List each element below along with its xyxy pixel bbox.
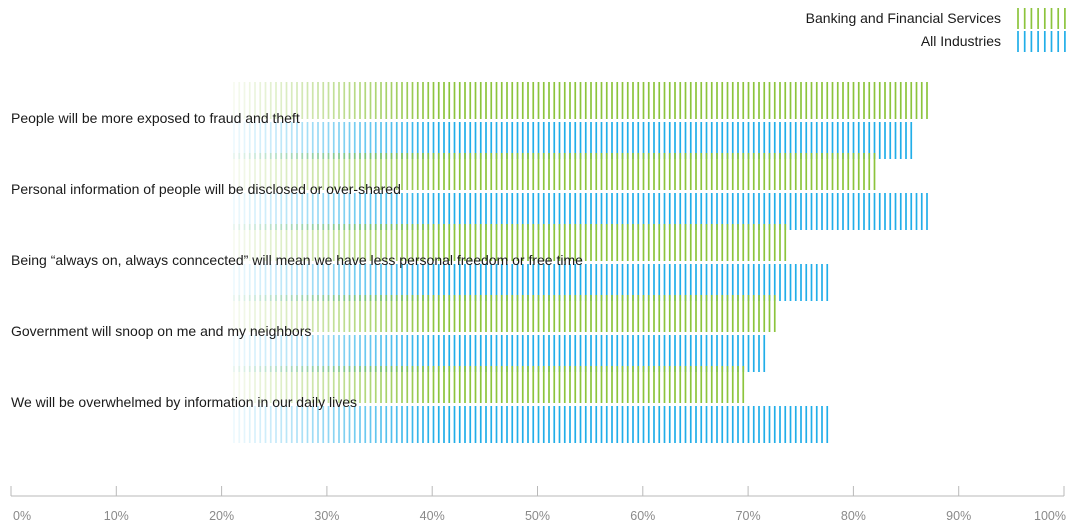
legend-label: Banking and Financial Services [806,10,1001,26]
category-label: Being “always on, always conncected” wil… [11,252,583,268]
x-tick-label: 0% [13,509,31,523]
legend-swatch [1018,8,1065,29]
x-tick-label: 60% [630,509,655,523]
category-label: Personal information of people will be d… [11,181,401,197]
x-axis: 0% 10% 20% 30% 40% 50% 60% 70% 80% 90% 100% [11,486,1066,523]
x-tick-label: 30% [314,509,339,523]
legend: Banking and Financial Services All Indust… [806,8,1065,52]
x-tick-label: 90% [946,509,971,523]
legend-item: All Industries [921,31,1065,52]
bar-all-industries-5 [234,406,827,443]
x-tick-label: 40% [420,509,445,523]
x-tick-label: 20% [209,509,234,523]
x-tick-label: 80% [841,509,866,523]
bar-all-industries-1 [234,122,911,159]
bar-banking-1 [234,82,927,119]
legend-swatch [1018,31,1065,52]
legend-item: Banking and Financial Services [806,8,1065,29]
x-tick-label: 100% [1034,509,1066,523]
legend-label: All Industries [921,33,1001,49]
bar-banking-4 [234,295,775,332]
category-label: Government will snoop on me and my neigh… [11,323,311,339]
category-label: People will be more exposed to fraud and… [11,110,300,126]
x-tick-label: 10% [104,509,129,523]
x-tick-label: 70% [736,509,761,523]
x-tick-label: 50% [525,509,550,523]
category-label: We will be overwhelmed by information in… [11,394,357,410]
